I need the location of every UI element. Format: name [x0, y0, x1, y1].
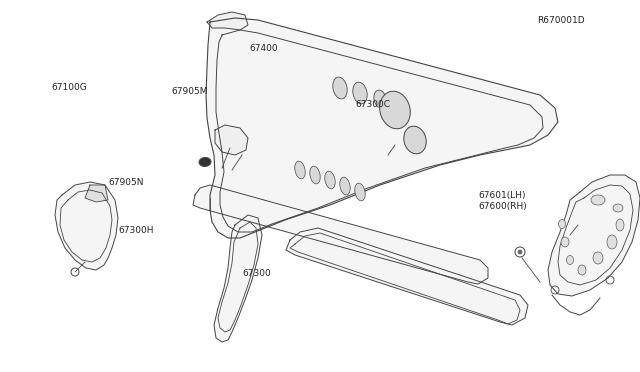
- Text: 67600(RH): 67600(RH): [479, 202, 527, 211]
- Ellipse shape: [613, 204, 623, 212]
- Ellipse shape: [593, 252, 603, 264]
- Ellipse shape: [561, 237, 569, 247]
- Polygon shape: [55, 182, 118, 270]
- Polygon shape: [286, 228, 528, 325]
- Polygon shape: [193, 185, 488, 284]
- Ellipse shape: [340, 177, 350, 195]
- Text: 67100G: 67100G: [51, 83, 87, 92]
- Polygon shape: [215, 125, 248, 155]
- Text: 67300: 67300: [242, 269, 271, 278]
- Ellipse shape: [591, 195, 605, 205]
- Ellipse shape: [559, 219, 566, 228]
- Text: 67905N: 67905N: [109, 178, 144, 187]
- Ellipse shape: [380, 91, 410, 129]
- Ellipse shape: [324, 171, 335, 189]
- Polygon shape: [206, 18, 558, 238]
- Polygon shape: [207, 12, 248, 30]
- Text: 67601(LH): 67601(LH): [479, 191, 526, 200]
- Ellipse shape: [374, 90, 386, 108]
- Ellipse shape: [566, 256, 573, 264]
- Circle shape: [518, 250, 522, 254]
- Ellipse shape: [310, 166, 320, 184]
- Polygon shape: [214, 215, 262, 342]
- Ellipse shape: [578, 265, 586, 275]
- Text: R670001D: R670001D: [538, 16, 585, 25]
- Ellipse shape: [333, 77, 348, 99]
- Ellipse shape: [295, 161, 305, 179]
- Text: 67300H: 67300H: [118, 226, 154, 235]
- Ellipse shape: [199, 157, 211, 167]
- Ellipse shape: [353, 82, 367, 104]
- Ellipse shape: [616, 219, 624, 231]
- Text: 67905M: 67905M: [172, 87, 208, 96]
- Ellipse shape: [404, 126, 426, 154]
- Text: 67400: 67400: [250, 44, 278, 53]
- Ellipse shape: [607, 235, 617, 249]
- Text: 67300C: 67300C: [355, 100, 390, 109]
- Polygon shape: [85, 185, 108, 202]
- Polygon shape: [548, 175, 640, 296]
- Ellipse shape: [355, 183, 365, 201]
